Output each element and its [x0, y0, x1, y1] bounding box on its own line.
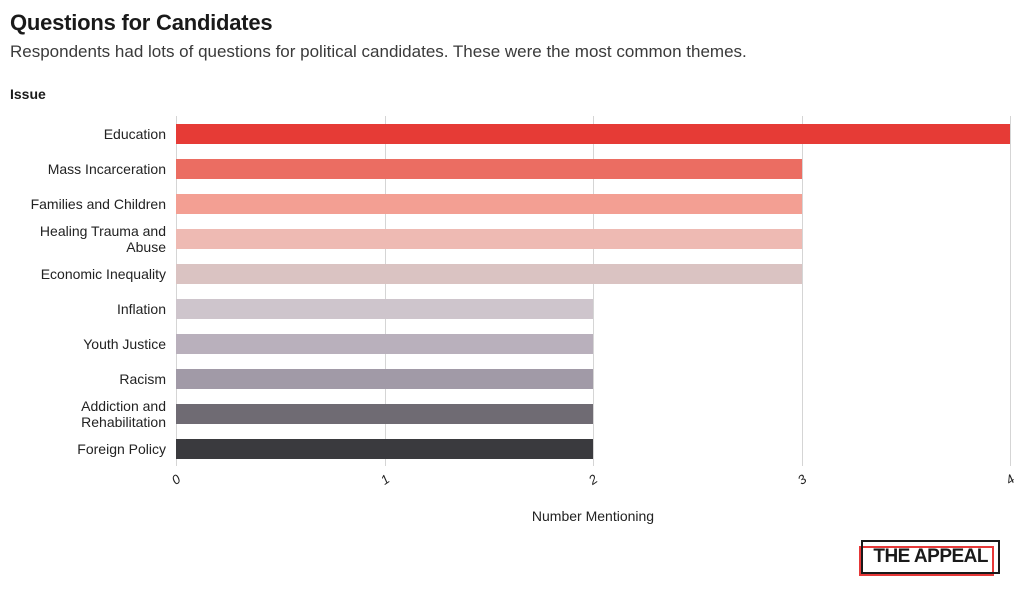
bar-label: Addiction and Rehabilitation: [10, 398, 176, 430]
bar: [176, 404, 593, 424]
bar-track: [176, 369, 1010, 389]
chart-title: Questions for Candidates: [10, 10, 1010, 36]
bar-label: Economic Inequality: [10, 266, 176, 282]
x-axis: 01234: [176, 472, 1010, 502]
publisher-logo: THE APPEAL: [861, 540, 1000, 574]
bar-label: Youth Justice: [10, 336, 176, 352]
x-tick-label: 1: [377, 471, 392, 487]
bar: [176, 194, 802, 214]
bar: [176, 439, 593, 459]
bar-row: Racism: [10, 361, 1010, 396]
bar: [176, 369, 593, 389]
bar: [176, 299, 593, 319]
bar-track: [176, 159, 1010, 179]
bar: [176, 124, 1010, 144]
bar-row: Inflation: [10, 291, 1010, 326]
bar-row: Mass Incarceration: [10, 151, 1010, 186]
bar-label: Inflation: [10, 301, 176, 317]
bar-track: [176, 124, 1010, 144]
bar-label: Mass Incarceration: [10, 161, 176, 177]
chart-subtitle: Respondents had lots of questions for po…: [10, 42, 1010, 62]
x-tick-label: 0: [169, 471, 184, 487]
bar-track: [176, 439, 1010, 459]
bar-track: [176, 229, 1010, 249]
bar-label: Foreign Policy: [10, 441, 176, 457]
y-axis-title: Issue: [10, 86, 1010, 102]
bar: [176, 264, 802, 284]
bar-row: Youth Justice: [10, 326, 1010, 361]
bar-track: [176, 334, 1010, 354]
bar-label: Healing Trauma and Abuse: [10, 223, 176, 255]
bar-row: Economic Inequality: [10, 256, 1010, 291]
bar-label: Education: [10, 126, 176, 142]
bar-track: [176, 299, 1010, 319]
x-axis-title: Number Mentioning: [176, 508, 1010, 524]
bar-track: [176, 194, 1010, 214]
bar-rows: Education Mass Incarceration Families and …: [10, 116, 1010, 466]
bar-row: Addiction and Rehabilitation: [10, 396, 1010, 431]
footer: THE APPEAL: [10, 540, 1010, 574]
bar-track: [176, 264, 1010, 284]
bar-row: Foreign Policy: [10, 431, 1010, 466]
bar-row: Families and Children: [10, 186, 1010, 221]
bar: [176, 334, 593, 354]
bar-track: [176, 404, 1010, 424]
bar-label: Families and Children: [10, 196, 176, 212]
bar: [176, 229, 802, 249]
x-tick-label: 3: [794, 471, 809, 487]
x-tick-label: 4: [1003, 471, 1018, 487]
bar-row: Healing Trauma and Abuse: [10, 221, 1010, 256]
gridline: [1010, 116, 1011, 466]
chart-area: Education Mass Incarceration Families and …: [10, 116, 1010, 524]
bar: [176, 159, 802, 179]
bar-row: Education: [10, 116, 1010, 151]
x-tick-label: 2: [586, 471, 601, 487]
bar-label: Racism: [10, 371, 176, 387]
